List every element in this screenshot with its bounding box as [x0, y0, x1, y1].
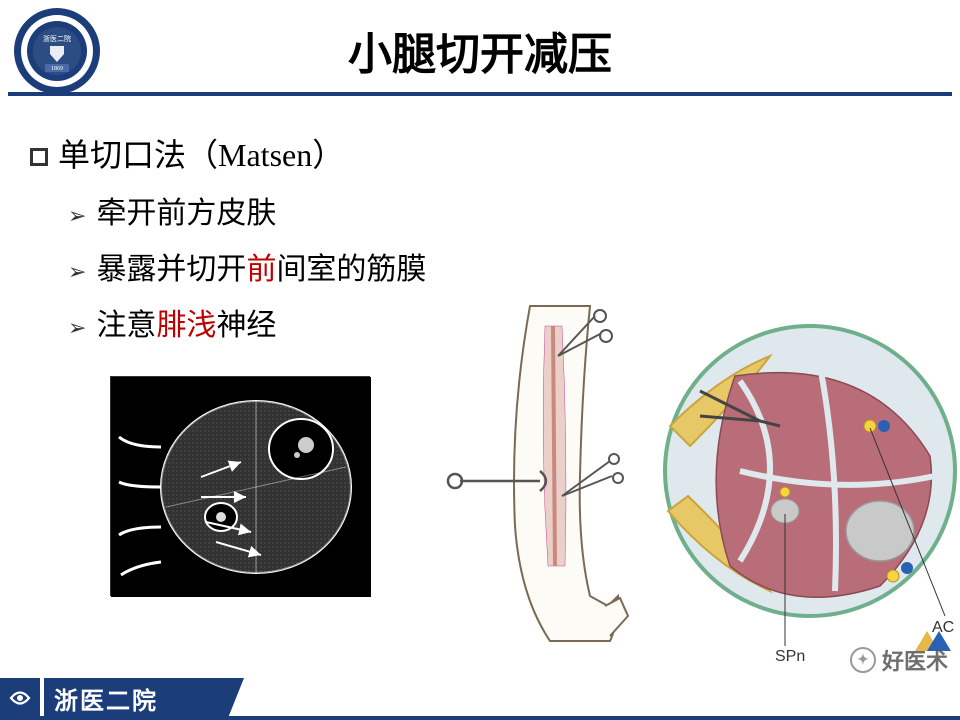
figure-row: SPn AC [30, 356, 930, 646]
title-underline [8, 92, 952, 96]
arrow-bullet-icon: ➢ [68, 315, 86, 341]
main-bullet: 单切口法（Matsen） [30, 130, 930, 176]
cross-section-diagram [110, 376, 370, 596]
sub-bullet: ➢ 牵开前方皮肤 [68, 188, 930, 232]
arrow-bullet-icon: ➢ [68, 203, 86, 229]
footer-logo-icon [0, 678, 40, 718]
slide-footer: 浙医二院 ✦ 好医术 [0, 670, 960, 720]
university-logo: 浙医二院 1869 [12, 6, 102, 96]
svg-text:浙医二院: 浙医二院 [43, 34, 71, 43]
sub-bullet-text: 牵开前方皮肤 [96, 188, 276, 232]
sub-bullet-text: 暴露并切开前间室的筋膜 [96, 244, 426, 288]
label-ac: AC [932, 619, 954, 636]
watermark: ✦ 好医术 [850, 644, 948, 676]
slide-title: 小腿切开减压 [0, 0, 960, 82]
label-spn: SPn [775, 648, 805, 665]
wechat-icon: ✦ [850, 647, 876, 673]
slide-content: 单切口法（Matsen） ➢ 牵开前方皮肤 ➢ 暴露并切开前间室的筋膜 ➢ 注意腓浅神经 [0, 100, 960, 646]
slide-header: 浙医二院 1869 小腿切开减压 [0, 0, 960, 100]
svg-text:1869: 1869 [51, 66, 63, 72]
footer-hospital-name: 浙医二院 [44, 678, 244, 718]
sub-bullet-text: 注意腓浅神经 [96, 300, 276, 344]
sub-bullet: ➢ 暴露并切开前间室的筋膜 [68, 244, 930, 288]
leg-incision-diagram: SPn AC [440, 296, 960, 666]
main-bullet-text: 单切口法（Matsen） [58, 130, 344, 176]
square-bullet-icon [30, 148, 48, 166]
arrow-bullet-icon: ➢ [68, 259, 86, 285]
